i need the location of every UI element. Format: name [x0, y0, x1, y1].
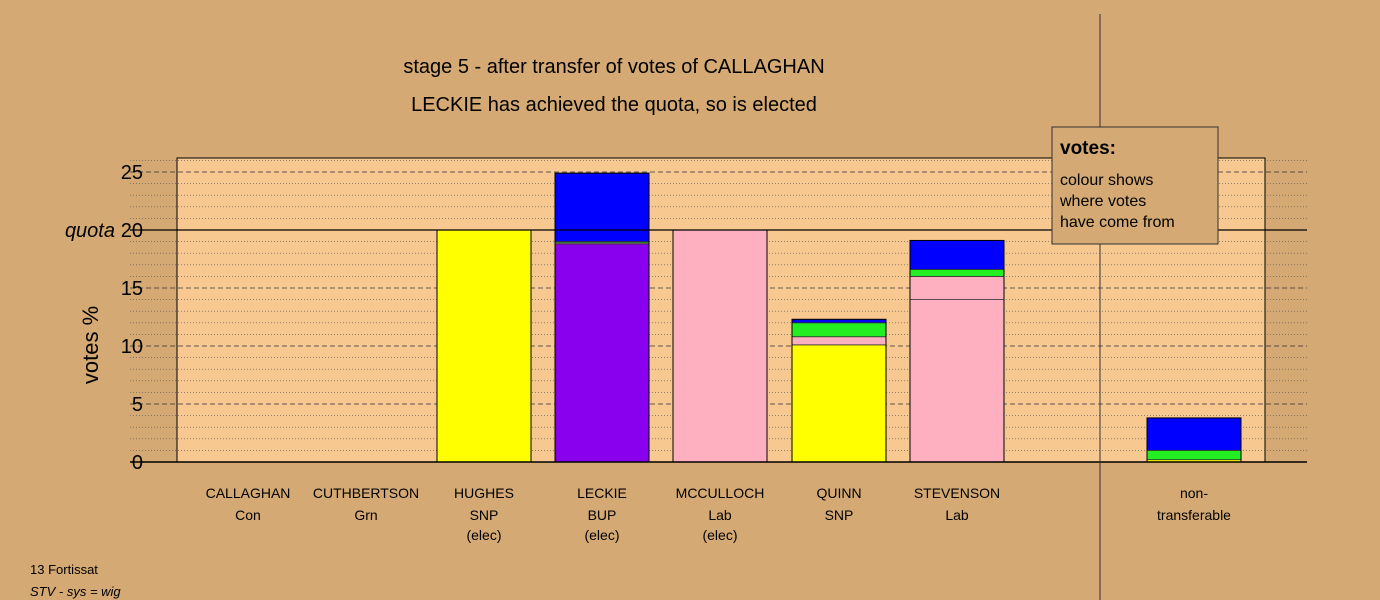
category-name: QUINN	[816, 485, 861, 501]
category-name: CALLAGHAN	[206, 485, 291, 501]
category-party: Grn	[354, 507, 377, 523]
category-party: SNP	[825, 507, 854, 523]
category-name: non-	[1180, 485, 1208, 501]
category-party: Con	[235, 507, 261, 523]
bar-segment	[672, 229, 768, 463]
bar-segment	[436, 229, 532, 463]
y-tick-label: 20	[121, 220, 143, 242]
chart-title: stage 5 - after transfer of votes of CAL…	[403, 56, 824, 78]
bar-segment	[1146, 417, 1242, 451]
category-party: transferable	[1157, 507, 1231, 523]
category-party: BUP	[588, 507, 617, 523]
bar-segment	[554, 243, 650, 463]
legend-title: votes:	[1060, 138, 1116, 159]
quota-label: quota	[65, 220, 115, 242]
y-tick-label: 10	[121, 336, 143, 358]
bar-segment	[791, 344, 887, 463]
category-name: MCCULLOCH	[676, 485, 765, 501]
category-status: (elec)	[702, 527, 737, 543]
category-name: LECKIE	[577, 485, 627, 501]
y-axis-label: votes %	[78, 306, 103, 384]
category-name: HUGHES	[454, 485, 514, 501]
bar-segment	[909, 269, 1005, 277]
bar-segment	[909, 299, 1005, 463]
legend-line: have come from	[1060, 214, 1175, 231]
legend-line: where votes	[1059, 193, 1146, 210]
category-name: CUTHBERTSON	[313, 485, 419, 501]
category-party: Lab	[708, 507, 732, 523]
bar-segment	[554, 172, 650, 243]
bar-segment	[909, 275, 1005, 300]
category-name: STEVENSON	[914, 485, 1000, 501]
bar-segment	[791, 322, 887, 338]
legend-box	[1051, 126, 1219, 245]
y-tick-label: 5	[132, 394, 143, 416]
y-tick-label: 0	[132, 452, 143, 474]
legend-line: colour shows	[1060, 172, 1153, 189]
bar-segment	[791, 336, 887, 346]
bar-segment	[1146, 449, 1242, 461]
ward-name: 13 Fortissat	[30, 562, 98, 577]
bar-segment	[909, 240, 1005, 270]
bar-segment	[791, 318, 887, 324]
category-party: Lab	[945, 507, 969, 523]
category-status: (elec)	[584, 527, 619, 543]
chart-subtitle: LECKIE has achieved the quota, so is ele…	[411, 94, 817, 116]
system-note: STV - sys = wig	[30, 584, 121, 599]
y-tick-label: 25	[121, 162, 143, 184]
category-party: SNP	[470, 507, 499, 523]
category-status: (elec)	[466, 527, 501, 543]
y-tick-label: 15	[121, 278, 143, 300]
